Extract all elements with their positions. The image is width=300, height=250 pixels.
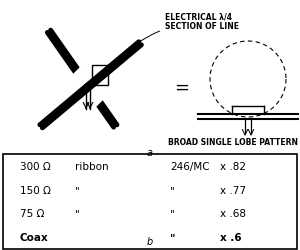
Text: x .77: x .77	[220, 185, 246, 195]
Text: ": "	[75, 185, 80, 195]
Text: ELECTRICAL λ/4
SECTION OF LINE: ELECTRICAL λ/4 SECTION OF LINE	[110, 12, 239, 68]
Text: x .6: x .6	[220, 232, 242, 242]
Text: ribbon: ribbon	[75, 161, 109, 171]
Text: Coax: Coax	[20, 232, 49, 242]
Text: 300 Ω: 300 Ω	[20, 161, 51, 171]
Text: 246/MC: 246/MC	[170, 161, 210, 171]
Bar	[3, 154, 297, 249]
Text: ": "	[170, 208, 175, 218]
Text: x .82: x .82	[220, 161, 246, 171]
Text: BROAD SINGLE LOBE PATTERN: BROAD SINGLE LOBE PATTERN	[168, 138, 298, 146]
Text: =: =	[175, 79, 190, 96]
Text: 150 Ω: 150 Ω	[20, 185, 51, 195]
Text: x .68: x .68	[220, 208, 246, 218]
Text: ": "	[75, 208, 80, 218]
Polygon shape	[210, 80, 286, 118]
Text: ": "	[170, 185, 175, 195]
Bar	[92, 66, 108, 86]
Text: 75 Ω: 75 Ω	[20, 208, 44, 218]
Text: b: b	[147, 236, 153, 246]
Text: ": "	[170, 232, 176, 242]
Text: a: a	[147, 148, 153, 157]
